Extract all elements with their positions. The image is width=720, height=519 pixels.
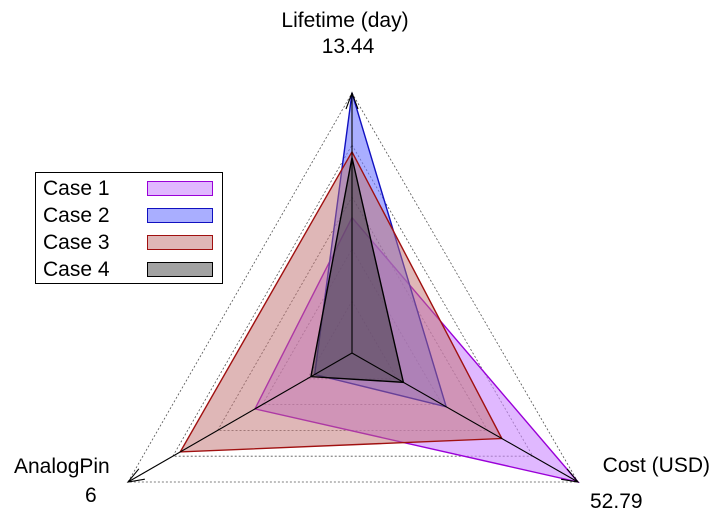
legend-item-case2: Case 2 bbox=[43, 203, 219, 229]
axis-arrowhead-1 bbox=[561, 468, 580, 483]
legend-label-case4: Case 4 bbox=[43, 258, 110, 281]
legend-swatch-case2 bbox=[147, 208, 213, 223]
legend-item-case1: Case 1 bbox=[43, 176, 219, 202]
axis-max-cost: 52.79 bbox=[590, 490, 643, 513]
legend-label-case3: Case 3 bbox=[43, 231, 110, 254]
legend-swatch-case3 bbox=[147, 235, 213, 250]
legend-item-case3: Case 3 bbox=[43, 230, 219, 256]
legend: Case 1 Case 2 Case 3 Case 4 bbox=[35, 172, 223, 284]
axis-title-lifetime: Lifetime (day) bbox=[281, 9, 408, 32]
legend-label-case2: Case 2 bbox=[43, 204, 110, 227]
legend-label-case1: Case 1 bbox=[43, 177, 110, 200]
axis-line-2 bbox=[127, 352, 353, 483]
series-polygon-case3 bbox=[179, 150, 503, 453]
axis-arrowhead-2 bbox=[126, 468, 145, 483]
legend-swatch-case1 bbox=[147, 181, 213, 196]
axis-arrowhead-0 bbox=[345, 91, 359, 110]
radar-series bbox=[179, 92, 580, 484]
grid-ring-5 bbox=[127, 92, 579, 483]
axis-line-1 bbox=[351, 352, 579, 483]
axis-max-analogpin: 6 bbox=[85, 484, 97, 507]
series-polygon-case4 bbox=[310, 157, 405, 384]
legend-swatch-case4 bbox=[147, 262, 213, 277]
axis-title-analogpin: AnalogPin bbox=[14, 455, 110, 478]
radar-axes bbox=[126, 91, 580, 483]
axis-title-cost: Cost (USD) bbox=[603, 454, 710, 477]
axis-max-lifetime: 13.44 bbox=[322, 35, 375, 58]
legend-item-case4: Case 4 bbox=[43, 257, 219, 283]
